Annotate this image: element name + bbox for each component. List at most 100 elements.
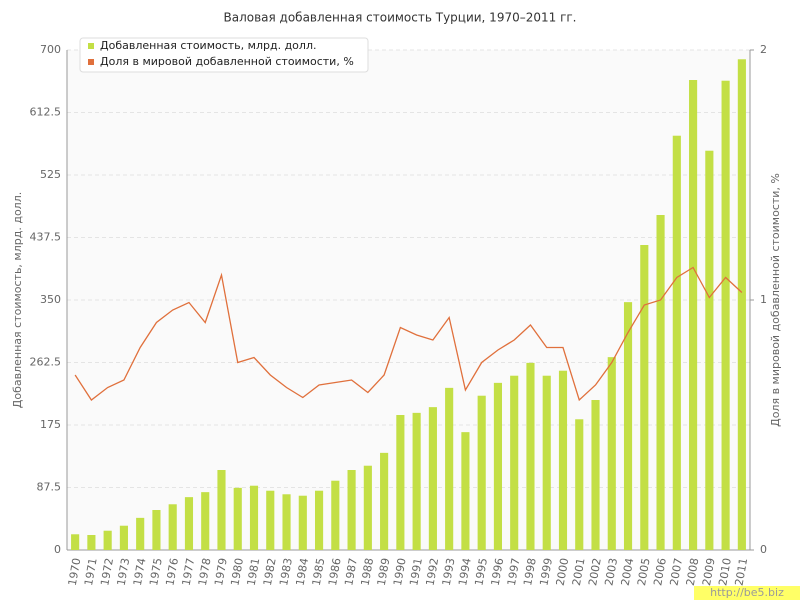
x-tick-label: 1987 xyxy=(342,557,360,587)
bar xyxy=(428,407,437,550)
bar xyxy=(526,362,535,550)
legend-box xyxy=(79,37,369,73)
bar xyxy=(347,470,356,550)
watermark-bg xyxy=(694,586,800,600)
x-tick-label: 1972 xyxy=(98,557,116,587)
legend-swatch xyxy=(88,59,94,65)
x-tick-label: 2009 xyxy=(700,557,718,587)
bar xyxy=(623,302,633,550)
y-axis-label: Добавленная стоимость, млрд. долл. xyxy=(11,192,24,408)
bar xyxy=(71,534,80,550)
bar xyxy=(445,387,454,550)
x-tick-label: 1993 xyxy=(440,557,458,587)
x-tick-label: 1992 xyxy=(424,557,442,587)
bar xyxy=(705,150,714,550)
x-tick-label: 1997 xyxy=(505,557,523,587)
watermark: http://be5.biz xyxy=(710,586,784,599)
bar xyxy=(249,485,259,550)
bar xyxy=(672,135,681,550)
x-tick-label: 2002 xyxy=(586,557,604,587)
x-tick-label: 2010 xyxy=(716,557,734,587)
bar xyxy=(737,59,746,551)
bar xyxy=(591,400,600,550)
x-tick-label: 1996 xyxy=(489,557,507,587)
bar xyxy=(640,245,649,550)
y-tick-label: 262.5 xyxy=(30,356,62,369)
bar xyxy=(184,497,194,550)
bar xyxy=(575,419,584,550)
x-tick-label: 1984 xyxy=(293,557,311,587)
bar xyxy=(607,357,616,550)
bar xyxy=(542,375,551,550)
y2-tick-label: 1 xyxy=(760,293,767,306)
bar xyxy=(477,395,486,550)
bar xyxy=(656,215,665,550)
y2-tick-label: 0 xyxy=(760,543,767,556)
y-tick-label: 437.5 xyxy=(30,231,62,244)
x-tick-label: 1985 xyxy=(310,557,328,587)
x-tick-label: 2004 xyxy=(619,557,637,587)
bar xyxy=(201,492,210,550)
x-tick-label: 1973 xyxy=(115,557,133,587)
legend-swatch xyxy=(88,43,94,49)
x-tick-label: 1995 xyxy=(472,557,490,587)
bar xyxy=(282,494,291,550)
y-tick-label: 0 xyxy=(54,543,61,556)
bar xyxy=(266,490,275,550)
bar xyxy=(493,382,503,550)
x-tick-label: 1975 xyxy=(147,557,165,587)
x-tick-label: 2008 xyxy=(684,557,702,587)
bar xyxy=(314,490,324,550)
bar xyxy=(136,517,145,550)
x-tick-label: 1971 xyxy=(82,557,100,587)
y-tick-label: 87.5 xyxy=(37,481,62,494)
bar xyxy=(298,495,307,550)
x-tick-label: 1999 xyxy=(537,557,555,587)
x-tick-label: 2001 xyxy=(570,557,588,587)
x-tick-label: 1988 xyxy=(359,557,377,587)
bar xyxy=(331,480,340,550)
y-tick-label: 175 xyxy=(40,418,61,431)
bar xyxy=(412,412,421,550)
y-tick-label: 700 xyxy=(40,43,61,56)
legend-label: Добавленная стоимость, млрд. долл. xyxy=(100,39,316,52)
x-tick-label: 1979 xyxy=(212,557,230,587)
x-tick-label: 1977 xyxy=(180,557,198,587)
x-tick-label: 1989 xyxy=(375,557,393,587)
x-tick-label: 1986 xyxy=(326,557,344,587)
bar xyxy=(233,487,242,550)
bar xyxy=(87,535,96,550)
x-tick-label: 1978 xyxy=(196,557,214,587)
bar xyxy=(461,432,470,550)
y-tick-label: 350 xyxy=(40,293,61,306)
x-tick-label: 1980 xyxy=(228,557,246,587)
x-tick-label: 2006 xyxy=(651,557,669,587)
x-tick-label: 2007 xyxy=(667,557,685,587)
x-tick-label: 2000 xyxy=(554,557,572,587)
legend-label: Доля в мировой добавленной стоимости, % xyxy=(100,55,354,68)
x-tick-label: 2011 xyxy=(733,557,751,587)
y-tick-label: 612.5 xyxy=(30,106,62,119)
x-tick-label: 1982 xyxy=(261,557,279,587)
bar xyxy=(396,415,405,550)
bar xyxy=(363,465,372,550)
bar xyxy=(689,80,698,550)
y2-tick-label: 2 xyxy=(760,43,767,56)
x-tick-label: 2005 xyxy=(635,557,653,587)
bar xyxy=(217,470,226,550)
y-tick-label: 525 xyxy=(40,168,61,181)
x-tick-label: 1970 xyxy=(66,557,84,587)
bar xyxy=(558,370,568,550)
x-tick-label: 1994 xyxy=(456,557,474,587)
bar xyxy=(510,375,519,550)
x-tick-label: 2003 xyxy=(602,557,620,587)
bar xyxy=(152,510,161,550)
x-tick-label: 1998 xyxy=(521,557,539,587)
bar xyxy=(119,525,128,550)
x-tick-label: 1983 xyxy=(277,557,295,587)
x-tick-label: 1991 xyxy=(407,557,425,587)
x-tick-label: 1974 xyxy=(131,557,149,587)
bar xyxy=(168,504,177,550)
line xyxy=(74,266,743,402)
